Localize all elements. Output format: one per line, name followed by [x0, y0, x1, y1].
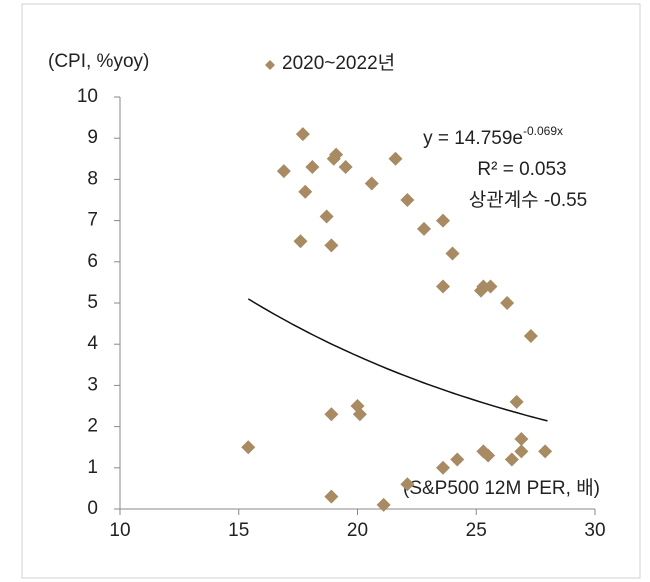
y-tick-label: 8 — [87, 168, 98, 189]
y-tick-label: 1 — [87, 457, 98, 478]
point — [400, 477, 415, 492]
point — [514, 444, 529, 459]
y-tick-label: 4 — [87, 333, 98, 354]
point — [450, 452, 465, 467]
point — [388, 151, 403, 166]
y-tick-label: 9 — [87, 127, 98, 148]
y-tick-label: 3 — [87, 374, 98, 395]
frame — [21, 3, 641, 579]
point — [329, 147, 344, 162]
x-tick-label: 30 — [584, 520, 605, 541]
point — [241, 440, 256, 455]
point — [417, 221, 431, 236]
point — [400, 193, 415, 207]
point — [445, 246, 460, 261]
x-tick-label: 20 — [347, 520, 368, 541]
legend-marker — [265, 60, 275, 70]
point — [324, 238, 339, 253]
point — [509, 394, 524, 409]
point — [352, 407, 367, 422]
point — [481, 448, 496, 463]
point — [538, 444, 553, 459]
point — [295, 127, 310, 142]
x-tick-label: 25 — [466, 520, 487, 541]
y-tick-label: 2 — [87, 416, 98, 437]
point — [319, 209, 334, 224]
point — [298, 184, 313, 199]
point — [376, 497, 391, 512]
point — [305, 160, 320, 175]
equation: y = 14.759e — [423, 128, 523, 149]
y-tick-label: 7 — [87, 210, 98, 231]
y-axis-label: (CPI, %yoy) — [48, 51, 149, 72]
x-axis-label: (S&P500 12M PER, 배) — [403, 477, 600, 499]
equation-exp: -0.069x — [523, 124, 563, 138]
y-tick-label: 0 — [87, 498, 98, 519]
point — [276, 164, 291, 179]
y-tick-label: 10 — [77, 86, 98, 107]
point — [504, 452, 519, 467]
point — [500, 296, 515, 310]
point — [483, 279, 498, 294]
point — [338, 160, 353, 175]
legend-label: 2020~2022년 — [282, 52, 395, 74]
point — [523, 328, 538, 343]
x-tick-label: 10 — [109, 520, 130, 541]
y-tick-label: 5 — [87, 292, 98, 313]
point — [436, 460, 450, 475]
y-tick-label: 6 — [87, 251, 98, 272]
point — [436, 279, 450, 294]
x-tick-label: 15 — [228, 520, 249, 541]
point — [324, 489, 339, 504]
point — [293, 234, 308, 249]
r-squared: R² = 0.053 — [477, 159, 566, 180]
point — [514, 431, 529, 446]
correlation: 상관계수 -0.55 — [469, 189, 588, 211]
point — [476, 279, 491, 294]
point — [436, 213, 450, 228]
trendline — [247, 298, 548, 422]
point — [324, 407, 339, 422]
trend-equation: y = 14.759e-0.069x — [423, 124, 563, 149]
point — [364, 176, 379, 191]
